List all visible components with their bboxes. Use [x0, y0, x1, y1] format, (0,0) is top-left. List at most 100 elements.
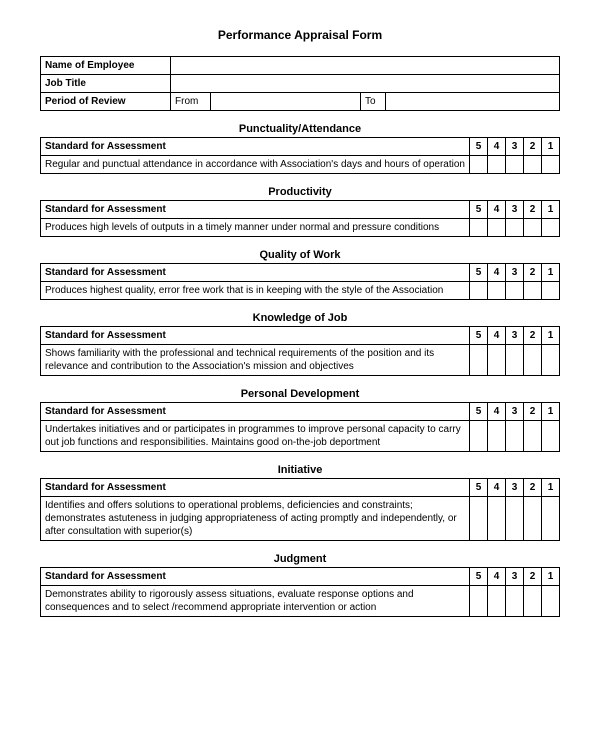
- rating-cell[interactable]: [470, 345, 488, 376]
- rating-header: 1: [542, 138, 560, 156]
- assessment-table: Standard for Assessment54321 Undertakes i…: [40, 402, 560, 452]
- rating-cell[interactable]: [542, 219, 560, 237]
- standard-description: Produces high levels of outputs in a tim…: [41, 219, 470, 237]
- period-row: Period of Review From To: [41, 93, 560, 111]
- rating-cell[interactable]: [488, 586, 506, 617]
- assessment-table: Standard for Assessment54321Shows famili…: [40, 326, 560, 376]
- assessment-table: Standard for Assessment54321 Produces hig…: [40, 200, 560, 237]
- rating-header: 5: [470, 201, 488, 219]
- section-title: Personal Development: [40, 388, 560, 400]
- standard-description: Identifies and offers solutions to opera…: [41, 497, 470, 541]
- rating-cell[interactable]: [542, 156, 560, 174]
- rating-cell[interactable]: [524, 497, 542, 541]
- rating-cell[interactable]: [470, 586, 488, 617]
- rating-header: 1: [542, 479, 560, 497]
- rating-cell[interactable]: [506, 345, 524, 376]
- from-value[interactable]: [211, 93, 361, 111]
- rating-header: 1: [542, 264, 560, 282]
- standard-description: Produces highest quality, error free wor…: [41, 282, 470, 300]
- rating-cell[interactable]: [542, 282, 560, 300]
- rating-cell[interactable]: [488, 282, 506, 300]
- jobtitle-row: Job Title: [41, 75, 560, 93]
- standard-description: Regular and punctual attendance in accor…: [41, 156, 470, 174]
- rating-cell[interactable]: [524, 586, 542, 617]
- assessment-table: Standard for Assessment54321Produces hig…: [40, 263, 560, 300]
- rating-header: 2: [524, 568, 542, 586]
- rating-header: 1: [542, 201, 560, 219]
- form-title: Performance Appraisal Form: [40, 28, 560, 42]
- rating-cell[interactable]: [506, 497, 524, 541]
- rating-cell[interactable]: [524, 421, 542, 452]
- rating-cell[interactable]: [470, 282, 488, 300]
- rating-header: 5: [470, 138, 488, 156]
- rating-header: 3: [506, 327, 524, 345]
- rating-cell[interactable]: [524, 282, 542, 300]
- employee-header-table: Name of Employee Job Title Period of Rev…: [40, 56, 560, 111]
- standard-label: Standard for Assessment: [41, 138, 470, 156]
- standard-label: Standard for Assessment: [41, 264, 470, 282]
- standard-description: Undertakes initiatives and or participat…: [41, 421, 470, 452]
- rating-cell[interactable]: [488, 219, 506, 237]
- rating-header: 2: [524, 327, 542, 345]
- standard-description: Demonstrates ability to rigorously asses…: [41, 586, 470, 617]
- standard-label: Standard for Assessment: [41, 479, 470, 497]
- rating-header: 2: [524, 138, 542, 156]
- rating-cell[interactable]: [506, 156, 524, 174]
- section-title: Knowledge of Job: [40, 312, 560, 324]
- rating-header: 3: [506, 201, 524, 219]
- rating-cell[interactable]: [470, 497, 488, 541]
- rating-cell[interactable]: [524, 219, 542, 237]
- rating-cell[interactable]: [542, 421, 560, 452]
- rating-cell[interactable]: [506, 421, 524, 452]
- rating-header: 5: [470, 479, 488, 497]
- assessment-table: Standard for Assessment54321Demonstrates…: [40, 567, 560, 617]
- rating-cell[interactable]: [542, 497, 560, 541]
- rating-header: 2: [524, 264, 542, 282]
- rating-cell[interactable]: [542, 345, 560, 376]
- rating-cell[interactable]: [470, 156, 488, 174]
- rating-header: 4: [488, 403, 506, 421]
- rating-header: 5: [470, 264, 488, 282]
- standard-label: Standard for Assessment: [41, 568, 470, 586]
- rating-header: 4: [488, 327, 506, 345]
- section-title: Quality of Work: [40, 249, 560, 261]
- rating-cell[interactable]: [506, 219, 524, 237]
- rating-cell[interactable]: [488, 345, 506, 376]
- to-value[interactable]: [386, 93, 560, 111]
- rating-header: 2: [524, 403, 542, 421]
- name-row: Name of Employee: [41, 57, 560, 75]
- rating-cell[interactable]: [506, 586, 524, 617]
- section-title: Productivity: [40, 186, 560, 198]
- jobtitle-label: Job Title: [41, 75, 171, 93]
- standard-label: Standard for Assessment: [41, 403, 470, 421]
- standard-label: Standard for Assessment: [41, 327, 470, 345]
- rating-cell[interactable]: [488, 421, 506, 452]
- section-title: Punctuality/Attendance: [40, 123, 560, 135]
- section-title: Judgment: [40, 553, 560, 565]
- name-label: Name of Employee: [41, 57, 171, 75]
- rating-header: 4: [488, 201, 506, 219]
- rating-cell[interactable]: [542, 586, 560, 617]
- rating-header: 5: [470, 327, 488, 345]
- rating-header: 4: [488, 479, 506, 497]
- rating-header: 3: [506, 138, 524, 156]
- rating-header: 3: [506, 568, 524, 586]
- jobtitle-value[interactable]: [171, 75, 560, 93]
- to-label: To: [361, 93, 386, 111]
- rating-cell[interactable]: [488, 156, 506, 174]
- rating-header: 5: [470, 403, 488, 421]
- rating-cell[interactable]: [470, 421, 488, 452]
- rating-cell[interactable]: [506, 282, 524, 300]
- rating-cell[interactable]: [524, 156, 542, 174]
- rating-header: 2: [524, 479, 542, 497]
- rating-header: 1: [542, 568, 560, 586]
- standard-label: Standard for Assessment: [41, 201, 470, 219]
- name-value[interactable]: [171, 57, 560, 75]
- standard-description: Shows familiarity with the professional …: [41, 345, 470, 376]
- rating-cell[interactable]: [488, 497, 506, 541]
- rating-cell[interactable]: [470, 219, 488, 237]
- rating-header: 3: [506, 403, 524, 421]
- rating-header: 1: [542, 403, 560, 421]
- rating-header: 2: [524, 201, 542, 219]
- rating-cell[interactable]: [524, 345, 542, 376]
